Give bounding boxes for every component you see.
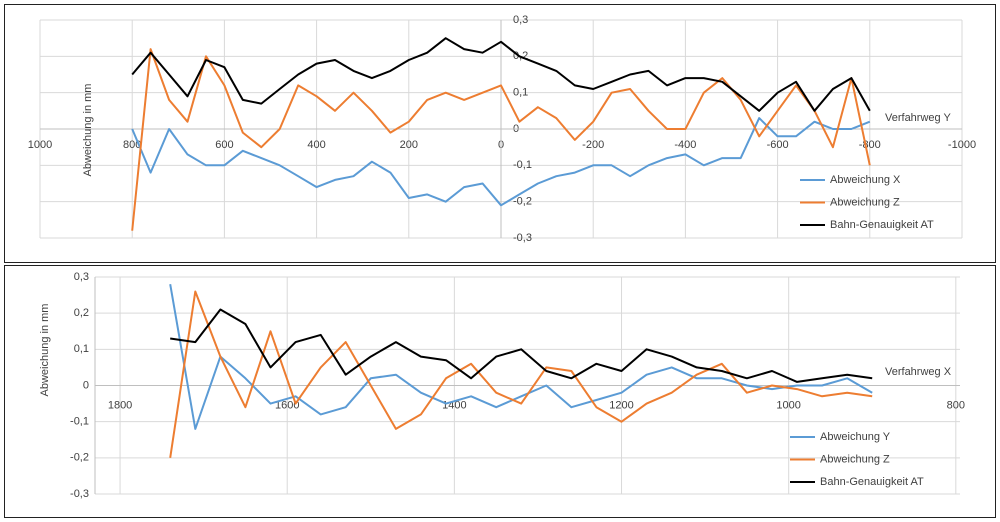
- y-axis-label: Abweichung in mm: [39, 304, 51, 397]
- x-tick-label: -400: [674, 139, 696, 151]
- y-tick-label: 0,1: [74, 343, 89, 355]
- x-tick-label: 200: [400, 139, 418, 151]
- legend-label: Abweichung Y: [820, 431, 891, 443]
- y-tick-label: -0,1: [70, 416, 89, 428]
- y-tick-label: 0,1: [513, 87, 528, 99]
- x-tick-label: 1600: [275, 399, 299, 411]
- x-axis-label: Verfahrweg Y: [885, 112, 952, 124]
- x-tick-label: 600: [215, 139, 233, 151]
- y-tick-label: -0,2: [513, 196, 532, 208]
- legend-label: Abweichung Z: [820, 453, 890, 465]
- x-tick-label: 400: [307, 139, 325, 151]
- y-axis-label: Abweichung in mm: [82, 84, 94, 177]
- legend-label: Abweichung X: [830, 174, 901, 186]
- data-line: [169, 290, 873, 458]
- x-tick-label: -1000: [948, 139, 976, 151]
- y-tick-label: -0,3: [513, 232, 532, 244]
- legend-label: Bahn-Genauigkeit AT: [830, 219, 934, 231]
- y-tick-label: -0,1: [513, 159, 532, 171]
- x-tick-label: -800: [859, 139, 881, 151]
- panel-frame: [4, 4, 996, 263]
- data-line: [131, 37, 871, 112]
- x-tick-label: 1200: [609, 399, 633, 411]
- y-tick-label: 0,2: [74, 307, 89, 319]
- data-line: [131, 117, 871, 207]
- y-tick-label: 0,3: [513, 14, 528, 26]
- x-tick-label: 1000: [776, 399, 800, 411]
- x-axis-label: Verfahrweg X: [885, 366, 952, 378]
- data-line: [170, 308, 873, 383]
- x-tick-label: 800: [947, 399, 965, 411]
- x-tick-label: -600: [767, 139, 789, 151]
- legend-label: Abweichung Z: [830, 196, 900, 208]
- y-tick-label: -0,2: [70, 452, 89, 464]
- panel-frame: [4, 265, 996, 518]
- y-tick-label: 0,3: [74, 271, 89, 283]
- data-line: [131, 48, 871, 231]
- x-tick-label: -200: [582, 139, 604, 151]
- x-tick-label: 1800: [108, 399, 132, 411]
- y-tick-label: -0,3: [70, 488, 89, 500]
- legend-label: Bahn-Genauigkeit AT: [820, 476, 924, 488]
- x-tick-label: 1000: [28, 139, 52, 151]
- data-line: [169, 284, 873, 430]
- y-tick-label: 0: [83, 379, 89, 391]
